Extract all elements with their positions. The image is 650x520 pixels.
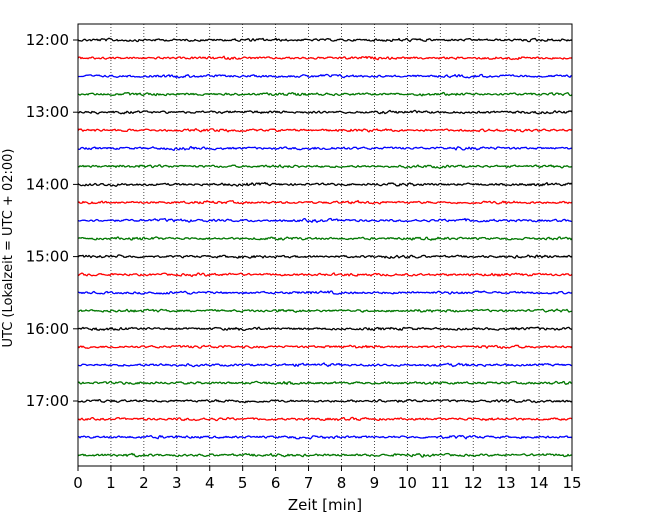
trace-1530 <box>77 290 573 295</box>
x-tick-label: 14 <box>530 474 549 492</box>
trace-1730 <box>77 434 573 440</box>
x-tick-label: 7 <box>304 474 314 492</box>
trace-1645 <box>77 380 573 386</box>
trace-1500 <box>77 254 573 260</box>
trace-layer <box>77 37 573 458</box>
x-tick-label: 6 <box>271 474 281 492</box>
trace-1445 <box>77 236 573 241</box>
y-tick-label: 12:00 <box>26 31 69 49</box>
x-tick-label: 8 <box>337 474 347 492</box>
x-tick-label: 12 <box>464 474 483 492</box>
y-tick-label: 17:00 <box>26 392 69 410</box>
y-tick-label: 14:00 <box>26 175 69 193</box>
trace-1630 <box>77 362 573 368</box>
trace-1200 <box>77 37 573 43</box>
trace-1700 <box>77 398 573 404</box>
trace-1745 <box>77 452 573 458</box>
x-tick-label: 0 <box>73 474 83 492</box>
trace-1400 <box>77 181 573 187</box>
x-tick-label: 3 <box>172 474 182 492</box>
trace-1330 <box>77 145 573 152</box>
x-tick-label: 15 <box>562 474 581 492</box>
x-tick-label: 5 <box>238 474 248 492</box>
x-tick-label: 13 <box>497 474 516 492</box>
trace-1615 <box>77 344 573 350</box>
tick-layer: 0 1 2 3 4 5 6 7 8 9 10 11 12 13 14 1512:0013:0014:0015:… <box>26 31 582 492</box>
x-tick-label: 2 <box>139 474 149 492</box>
y-axis-label: UTC (Lokalzeit = UTC + 02:00) <box>1 149 16 348</box>
trace-1515 <box>77 272 573 278</box>
trace-1230 <box>77 73 573 79</box>
trace-1215 <box>77 55 573 61</box>
trace-1315 <box>77 128 573 133</box>
x-tick-label: 4 <box>205 474 215 492</box>
y-tick-label: 15:00 <box>26 248 69 266</box>
trace-1545 <box>77 308 573 314</box>
trace-1600 <box>77 326 573 332</box>
x-tick-label: 11 <box>431 474 450 492</box>
x-tick-label: 1 <box>106 474 116 492</box>
x-tick-label: 10 <box>398 474 417 492</box>
trace-1300 <box>77 109 573 115</box>
y-tick-label: 13:00 <box>26 103 69 121</box>
x-tick-label: 9 <box>370 474 380 492</box>
trace-1715 <box>77 416 573 422</box>
trace-1430 <box>77 217 573 223</box>
plot-frame <box>77 23 573 467</box>
y-tick-label: 16:00 <box>26 320 69 338</box>
trace-1245 <box>77 91 573 97</box>
trace-1415 <box>77 199 573 205</box>
x-axis-label: Zeit [min] <box>288 496 362 514</box>
trace-1345 <box>77 164 573 170</box>
